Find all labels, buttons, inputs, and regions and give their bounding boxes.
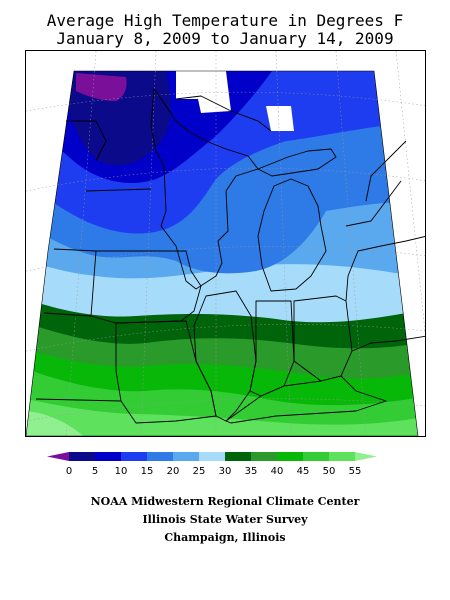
band-50-55: [26, 399, 418, 436]
footer-organization: NOAA Midwestern Regional Climate Center: [90, 495, 360, 508]
temperature-map-canvas: [26, 51, 425, 436]
legend-swatch-50-55: [329, 452, 355, 461]
lake-erie-shore: [345, 236, 425, 302]
footer-survey: Illinois State Water Survey: [142, 513, 308, 526]
dakota-divide: [85, 188, 152, 192]
legend-tick-label: 0: [66, 466, 72, 477]
nebraska-border: [53, 248, 97, 252]
legend-tick-label: 40: [271, 466, 284, 477]
footer-location: Champaign, Illinois: [164, 531, 286, 544]
kentucky-outline: [225, 375, 387, 424]
legend-swatch-25-30: [199, 452, 225, 461]
ohio-river: [351, 335, 425, 352]
legend-swatch-above-55: [355, 452, 377, 461]
temperature-map: [25, 50, 426, 437]
legend-swatch-5-10: [95, 452, 121, 461]
lake-superior-shore: [175, 95, 272, 132]
temperature-bands: [26, 71, 418, 436]
north-gap: [266, 106, 294, 131]
map-title-line-1: Average High Temperature in Degrees F: [46, 11, 404, 30]
legend-swatch-0-5: [69, 452, 95, 461]
legend-tick-label: 55: [349, 466, 362, 477]
band-above-55: [26, 411, 86, 436]
legend-tick-label: 5: [92, 466, 98, 477]
legend-swatch-10-15: [121, 452, 147, 461]
legend-tick-labels: 0 5 10 15 20 25 30 35 40 45 50 55: [66, 466, 362, 477]
legend-swatch-below-0: [47, 452, 69, 461]
missouri-outline: [115, 320, 217, 424]
legend-swatch-45-50: [303, 452, 329, 461]
legend-color-bar: [47, 452, 377, 461]
wisconsin-minnesota-outline: [150, 88, 259, 290]
legend-tick-label: 25: [193, 466, 206, 477]
legend-swatch-30-35: [225, 452, 251, 461]
iowa-outline: [90, 250, 202, 324]
legend-swatch-15-20: [147, 452, 173, 461]
lake-superior-gap: [176, 71, 231, 113]
michigan-lower-peninsula: [257, 178, 327, 292]
oklahoma-border: [35, 398, 122, 402]
legend-tick-label: 20: [167, 466, 180, 477]
band-below-0: [76, 73, 127, 101]
legend-tick-label: 10: [115, 466, 128, 477]
kansas-border: [43, 312, 92, 317]
map-region-outline: [26, 70, 419, 436]
legend-swatch-20-25: [173, 452, 199, 461]
lake-huron-shore: [345, 180, 402, 227]
michigan-upper-peninsula: [257, 148, 337, 177]
legend-tick-label: 45: [297, 466, 310, 477]
illinois-outline: [193, 290, 257, 422]
legend-tick-label: 50: [323, 466, 336, 477]
legend-tick-label: 15: [141, 466, 154, 477]
legend-swatch-40-45: [277, 452, 303, 461]
state-boundaries: [35, 88, 425, 424]
ohio-outline: [293, 295, 353, 382]
temperature-legend: 0 5 10 15 20 25 30 35 40 45 50 55: [47, 452, 377, 477]
legend-tick-label: 30: [219, 466, 232, 477]
map-title-line-2: January 8, 2009 to January 14, 2009: [56, 29, 394, 48]
legend-swatch-35-40: [251, 452, 277, 461]
ontario-shore: [365, 140, 407, 202]
north-dakota-border: [66, 120, 107, 162]
legend-tick-label: 35: [245, 466, 258, 477]
